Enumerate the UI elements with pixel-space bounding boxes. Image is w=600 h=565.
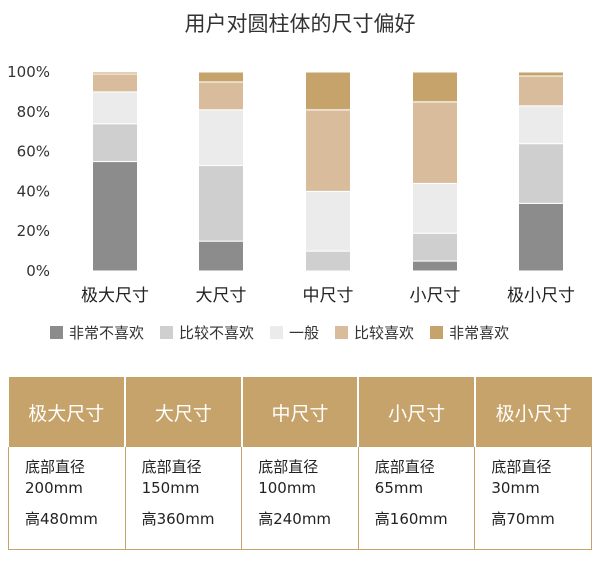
- bar-segment: [518, 105, 564, 145]
- bar-segment: [198, 165, 244, 242]
- bar-segment: [198, 71, 244, 83]
- category-label: 小尺寸: [410, 286, 461, 306]
- spec-diameter-value: 150mm: [141, 479, 200, 497]
- legend-item: 非常不喜欢: [50, 322, 144, 343]
- bar-segment: [305, 71, 351, 111]
- bar-segment: [305, 250, 351, 272]
- spec-cell: 底部直径 150mm 高360mm: [125, 447, 243, 550]
- legend-item: 比较不喜欢: [160, 322, 254, 343]
- bar-segment: [305, 109, 351, 192]
- legend-label: 比较不喜欢: [179, 324, 255, 342]
- spec-diameter-label: 底部直径: [374, 458, 435, 476]
- bar-segment: [412, 232, 458, 262]
- category-label: 大尺寸: [196, 286, 247, 306]
- spec-height: 高480mm: [25, 510, 98, 528]
- legend: 非常不喜欢 比较不喜欢 一般 比较喜欢 非常喜欢: [50, 322, 590, 343]
- legend-item: 比较喜欢: [335, 322, 414, 343]
- legend-label: 一般: [289, 324, 320, 342]
- bar-segment: [518, 75, 564, 107]
- bar-segment: [198, 81, 244, 111]
- spec-cell: 底部直径 100mm 高240mm: [241, 447, 359, 550]
- bar-segment: [198, 240, 244, 272]
- bar-segment: [305, 190, 351, 252]
- bar-segment: [92, 91, 138, 125]
- spec-header: 大尺寸: [125, 377, 243, 447]
- legend-label: 非常不喜欢: [69, 324, 145, 342]
- spec-diameter-value: 65mm: [374, 479, 424, 497]
- y-tick-label: 80%: [17, 103, 50, 121]
- spec-height: 高240mm: [258, 510, 332, 528]
- bar-segment: [198, 109, 244, 167]
- spec-height: 高160mm: [374, 510, 448, 528]
- legend-label: 比较喜欢: [354, 324, 415, 342]
- y-tick-label: 100%: [7, 63, 50, 81]
- spec-height: 高360mm: [141, 510, 215, 528]
- bar-segment: [518, 143, 564, 204]
- chart-title: 用户对圆柱体的尺寸偏好: [184, 12, 416, 36]
- category-label: 极大尺寸: [81, 286, 149, 306]
- spec-cell: 底部直径 65mm 高160mm: [358, 447, 476, 550]
- spec-diameter-label: 底部直径: [25, 458, 86, 476]
- bar-segment: [412, 101, 458, 184]
- bar-segment: [92, 161, 138, 272]
- spec-diameter-value: 200mm: [25, 479, 83, 497]
- bar-segment: [518, 202, 564, 272]
- y-tick-label: 60%: [17, 143, 50, 161]
- spec-height: 高70mm: [491, 510, 555, 528]
- legend-item: 一般: [270, 322, 319, 343]
- y-tick-label: 0%: [26, 262, 50, 280]
- bar-segment: [412, 260, 458, 272]
- y-tick-label: 20%: [17, 222, 50, 240]
- spec-header: 中尺寸: [241, 377, 360, 447]
- bar-segment: [412, 182, 458, 234]
- category-label: 极小尺寸: [507, 286, 575, 306]
- bar-segment: [518, 71, 564, 77]
- stacked-bar-chart: 0% 20% 40% 60% 80% 100% 极大尺寸 大尺寸 中尺寸 小尺寸 极小尺寸: [7, 63, 575, 306]
- legend-swatch: [270, 326, 284, 339]
- legend-swatch: [160, 326, 174, 339]
- spec-header: 极大尺寸: [8, 377, 127, 447]
- spec-diameter-value: 100mm: [258, 479, 317, 497]
- bar-segment: [412, 71, 458, 103]
- y-tick-label: 40%: [17, 182, 50, 200]
- spec-diameter-label: 底部直径: [258, 458, 319, 476]
- spec-header: 小尺寸: [358, 377, 476, 447]
- category-label: 中尺寸: [303, 286, 354, 306]
- legend-label: 非常喜欢: [449, 324, 510, 342]
- spec-diameter-value: 30mm: [491, 479, 540, 497]
- bar-segment: [92, 123, 138, 163]
- spec-header: 极小尺寸: [474, 377, 592, 447]
- bar-segment: [92, 71, 138, 75]
- legend-swatch: [50, 326, 63, 339]
- spec-body-row: 底部直径 200mm 高480mm 底部直径 150mm 高360mm 底部直径…: [8, 447, 592, 550]
- legend-swatch: [430, 326, 444, 339]
- legend-swatch: [335, 326, 349, 339]
- spec-diameter-label: 底部直径: [141, 458, 202, 476]
- spec-cell: 底部直径 30mm 高70mm: [474, 447, 592, 550]
- spec-diameter-label: 底部直径: [491, 458, 552, 476]
- size-spec-table: 极大尺寸 大尺寸 中尺寸 小尺寸 极小尺寸 底部直径 200mm 高480mm …: [8, 377, 592, 550]
- spec-header-row: 极大尺寸 大尺寸 中尺寸 小尺寸 极小尺寸: [8, 377, 592, 447]
- bar-segment: [92, 73, 138, 93]
- spec-cell: 底部直径 200mm 高480mm: [8, 447, 126, 550]
- legend-item: 非常喜欢: [430, 322, 509, 343]
